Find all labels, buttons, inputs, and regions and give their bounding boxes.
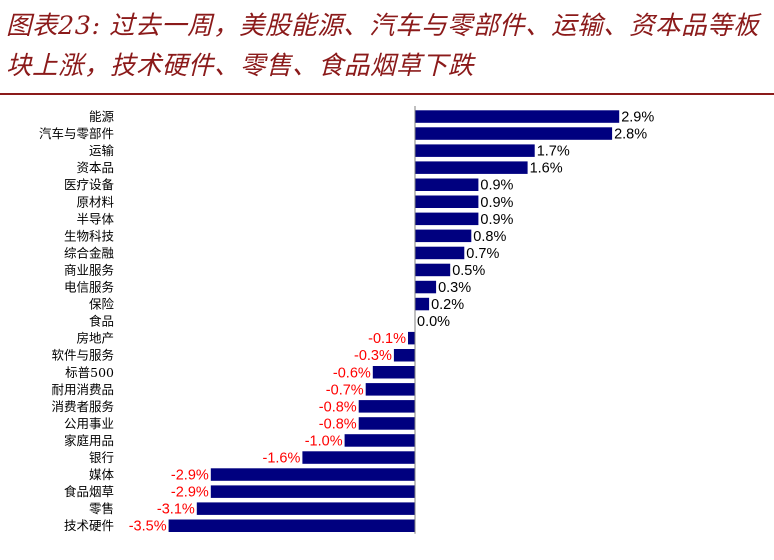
data-label: 0.9% <box>480 178 513 194</box>
category-label: 食品烟草 <box>64 484 114 499</box>
data-label: -0.8% <box>319 416 357 432</box>
category-label: 食品 <box>89 314 114 329</box>
data-label: 1.6% <box>530 161 563 177</box>
bar <box>415 144 535 157</box>
data-label: -3.1% <box>157 502 195 518</box>
category-label: 银行 <box>89 450 114 465</box>
bar <box>210 468 415 481</box>
category-label: 运输 <box>89 143 115 158</box>
data-label: -1.0% <box>305 433 343 449</box>
data-label: -0.1% <box>368 331 406 347</box>
category-label: 资本品 <box>76 160 114 175</box>
data-label: 0.0% <box>417 314 450 330</box>
category-label: 零售 <box>89 501 114 516</box>
data-label: -0.7% <box>326 382 364 398</box>
bar <box>408 331 415 345</box>
bar <box>393 349 415 362</box>
bar <box>415 263 451 277</box>
category-label: 综合金融 <box>64 245 115 260</box>
category-label: 软件与服务 <box>51 348 114 363</box>
bar <box>358 417 415 430</box>
bar <box>415 178 479 191</box>
bar <box>358 400 415 413</box>
bar <box>415 297 430 311</box>
category-label: 生物科技 <box>64 228 115 243</box>
data-label: 0.3% <box>438 280 471 296</box>
category-label: 家庭用品 <box>64 433 114 448</box>
category-label: 保险 <box>89 297 115 312</box>
category-label: 消费者服务 <box>51 399 114 414</box>
data-label: -0.3% <box>354 348 392 364</box>
category-label: 商业服务 <box>64 263 114 278</box>
category-label: 电信服务 <box>64 280 114 295</box>
category-label: 技术硬件 <box>64 518 114 533</box>
bar <box>196 502 415 515</box>
title-block: 图表23: 过去一周，美股能源、汽车与零部件、运输、资本品等板块上涨，技术硬件、… <box>0 0 774 95</box>
bar <box>415 127 613 140</box>
bar <box>210 485 415 498</box>
category-label: 标普500 <box>65 365 114 380</box>
bar <box>415 110 620 123</box>
bar <box>415 246 465 260</box>
data-label: 2.8% <box>614 127 647 143</box>
data-label: 0.7% <box>466 246 499 262</box>
bar <box>415 195 479 208</box>
data-label: 0.5% <box>452 263 485 279</box>
data-label: 1.7% <box>537 144 570 160</box>
data-label: -2.9% <box>171 485 209 501</box>
bar <box>365 383 415 396</box>
data-label: 0.9% <box>480 212 513 228</box>
data-label: 0.8% <box>473 229 506 245</box>
data-label: -0.8% <box>319 399 357 415</box>
bar <box>415 161 528 174</box>
category-label: 能源 <box>89 109 115 124</box>
data-label: 0.9% <box>480 195 513 211</box>
data-label: 0.2% <box>431 297 464 313</box>
data-label: -0.6% <box>333 365 371 381</box>
title-divider <box>0 93 774 95</box>
category-label: 房地产 <box>76 331 114 346</box>
category-label: 耐用消费品 <box>51 382 114 397</box>
bar <box>344 434 415 447</box>
bar <box>302 451 415 464</box>
bar-chart: 能源 2.9% 汽车与零部件 2.8% 运输 1.7% 资本品 1.6% 医疗设备 0.9% 原材料… <box>39 106 654 535</box>
category-label: 医疗设备 <box>64 177 115 192</box>
bar <box>415 212 479 226</box>
chart-title: 图表23: 过去一周，美股能源、汽车与零部件、运输、资本品等板块上涨，技术硬件、… <box>6 11 760 81</box>
bar <box>372 366 415 379</box>
bar <box>415 229 472 243</box>
category-label: 公用事业 <box>64 416 114 431</box>
data-label: 2.9% <box>621 110 654 126</box>
data-label: -3.5% <box>129 519 167 535</box>
category-label: 汽车与零部件 <box>39 126 114 141</box>
category-label: 原材料 <box>76 194 114 209</box>
category-label: 媒体 <box>89 467 115 482</box>
category-label: 半导体 <box>76 211 114 226</box>
bar <box>168 519 415 532</box>
data-label: -1.6% <box>263 451 301 467</box>
data-label: -2.9% <box>171 468 209 484</box>
bar <box>415 280 437 294</box>
